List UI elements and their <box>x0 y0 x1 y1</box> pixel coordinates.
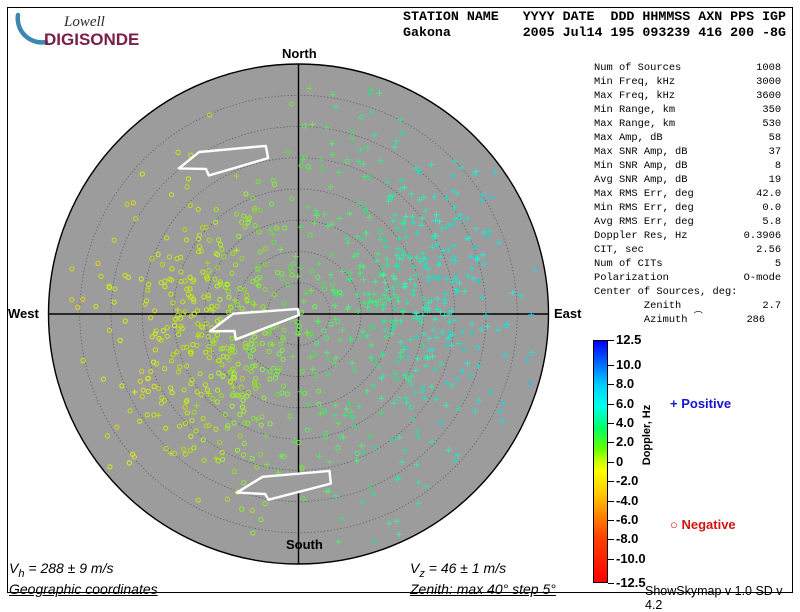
svg-text:Doppler, Hz: Doppler, Hz <box>641 404 653 465</box>
